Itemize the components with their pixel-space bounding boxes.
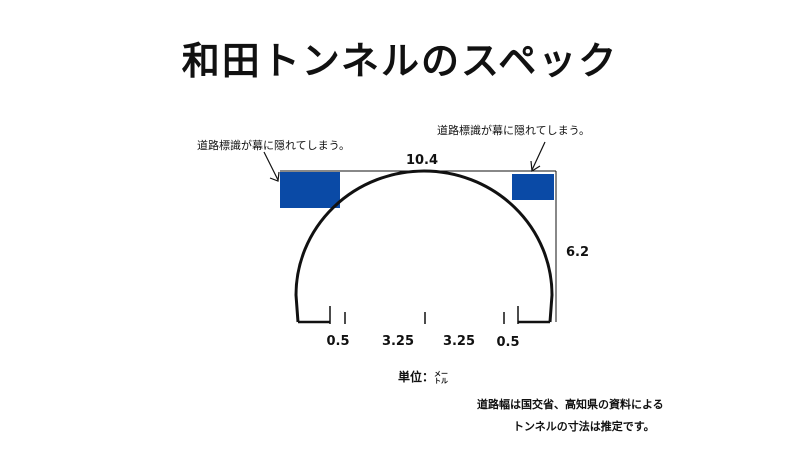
source-note-line2: トンネルの寸法は推定です。 [513,420,655,433]
source-note-line1: 道路幅は国交省、高知県の資料による [477,398,664,411]
width-label: 10.4 [406,153,438,168]
sign-note-left: 道路標識が幕に隠れてしまう。 [197,139,351,152]
arrow-right-head [530,160,541,173]
height-label: 6.2 [566,245,589,260]
unit-value-bottom: トル [434,376,449,385]
arrow-left-head [269,171,280,182]
unit-prefix: 単位： [398,370,435,384]
unit-value-top: メー [434,369,449,378]
lane-right-label: 3.25 [443,334,475,349]
unit-label: 単位：メー トル [398,368,448,385]
lane-left-label: 3.25 [382,334,414,349]
arrow-right-line [531,141,546,171]
arrow-left-line [263,151,279,181]
unit-value: メー トル [434,369,449,385]
road-sign-left [280,172,340,208]
shoulder-right-label: 0.5 [496,335,519,350]
road-sign-right [512,174,554,200]
page-title: 和田トンネルのスペック [181,39,619,83]
shoulder-left-label: 0.5 [326,334,349,349]
sign-note-right: 道路標識が幕に隠れてしまう。 [437,124,591,137]
